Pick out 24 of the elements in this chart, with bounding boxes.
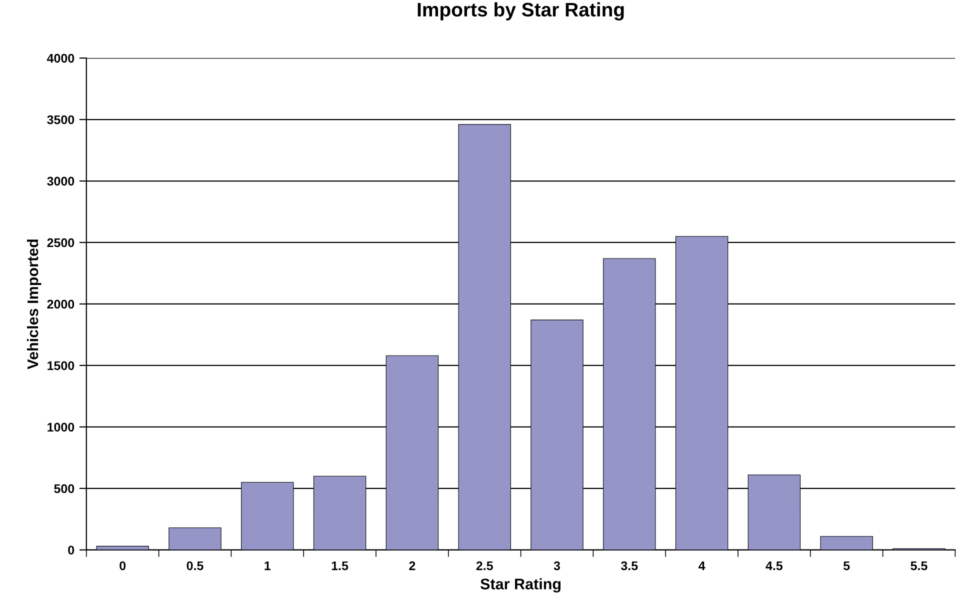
x-tick-label: 2 bbox=[409, 561, 416, 570]
y-tick-label: 4000 bbox=[46, 54, 74, 63]
x-tick-label: 1 bbox=[264, 561, 271, 570]
y-tick-label: 2000 bbox=[47, 300, 74, 309]
y-axis-title: Vehicles Imported bbox=[26, 240, 42, 370]
x-tick-label: 4.5 bbox=[766, 561, 783, 570]
y-tick-label: 3500 bbox=[47, 115, 74, 124]
x-tick-label: 0 bbox=[120, 561, 126, 570]
y-tick-label: 0 bbox=[68, 546, 74, 555]
y-tick-label: 1000 bbox=[48, 422, 74, 432]
x-tick-label: 3.5 bbox=[621, 561, 638, 570]
x-tick-label: 2.5 bbox=[476, 561, 493, 570]
y-tick-label: 3000 bbox=[47, 176, 74, 186]
chart-title: Imports by Star Rating bbox=[418, 2, 624, 20]
y-tick-label: 500 bbox=[54, 484, 74, 494]
x-tick-label: 0.5 bbox=[186, 561, 204, 570]
x-tick-label: 5.5 bbox=[910, 561, 928, 570]
x-tick-label: 3 bbox=[554, 561, 560, 570]
y-tick-label: 1500 bbox=[48, 361, 74, 370]
x-axis-title: Star Rating bbox=[480, 578, 561, 593]
x-tick-label: 4 bbox=[698, 561, 706, 570]
x-tick-label: 5 bbox=[844, 561, 850, 570]
x-tick-label: 1.5 bbox=[332, 561, 348, 570]
y-tick-label: 2500 bbox=[47, 238, 74, 248]
